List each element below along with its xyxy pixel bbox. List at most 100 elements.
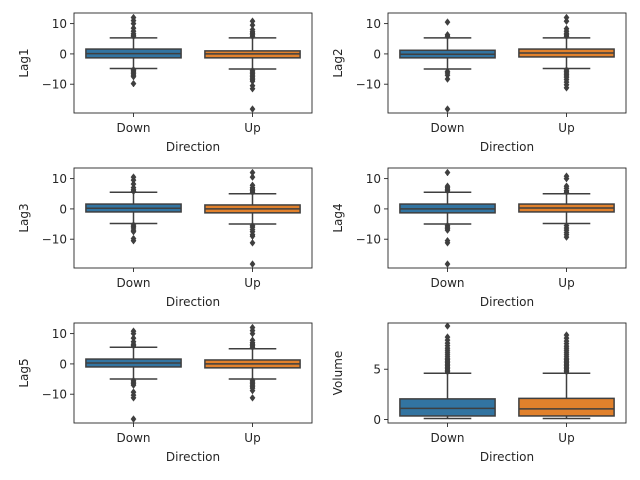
y-axis-label: Lag3 xyxy=(17,203,31,232)
outlier-point xyxy=(444,260,451,268)
y-tick-label: 10 xyxy=(366,17,381,31)
y-tick-label: 5 xyxy=(373,363,381,377)
outlier-point xyxy=(130,327,137,335)
outlier-point xyxy=(249,84,256,93)
box-group-up xyxy=(518,13,615,92)
outlier-point xyxy=(563,233,570,241)
x-tick-label: Down xyxy=(116,276,150,290)
subplot-lag4: −10 0 10 Down Up Direction Lag4 xyxy=(331,167,627,309)
y-tick-label: 0 xyxy=(59,47,67,61)
box-group-down xyxy=(399,18,496,113)
outlier-point xyxy=(249,323,256,332)
x-tick-label: Up xyxy=(558,276,574,290)
outlier-point xyxy=(249,21,256,29)
outlier-point xyxy=(444,182,451,190)
outlier-point xyxy=(130,236,137,245)
y-axis-label: Volume xyxy=(331,351,345,396)
y-axis-label: Lag1 xyxy=(17,48,31,77)
y-tick-label: 10 xyxy=(52,327,67,341)
x-tick-label: Down xyxy=(430,431,464,445)
outlier-point xyxy=(249,25,256,34)
y-tick-label: 10 xyxy=(52,172,67,186)
outlier-point xyxy=(249,386,256,395)
axes-frame xyxy=(73,322,313,424)
box-group-down xyxy=(399,322,496,420)
y-tick-label: 0 xyxy=(59,357,67,371)
axes-frame xyxy=(73,12,313,114)
box-group-up xyxy=(518,172,615,241)
outlier-point xyxy=(249,105,256,113)
outlier-point xyxy=(130,334,137,342)
outlier-point xyxy=(563,331,570,339)
outlier-point xyxy=(563,13,570,22)
y-tick-label: 0 xyxy=(373,47,381,61)
outlier-point xyxy=(130,180,137,188)
y-tick-label: −10 xyxy=(42,233,67,247)
box-group-up xyxy=(518,331,615,420)
box-up xyxy=(518,397,615,417)
x-axis-label: Direction xyxy=(480,295,534,309)
outlier-point xyxy=(563,24,570,33)
outlier-point xyxy=(249,239,256,247)
subplot-volume: 0 5 Down Up Direction Volume xyxy=(331,322,627,464)
outlier-point xyxy=(444,105,451,113)
outlier-point xyxy=(444,31,451,39)
box-group-down xyxy=(399,168,496,268)
x-tick-label: Down xyxy=(430,276,464,290)
outlier-point xyxy=(444,168,451,177)
outlier-point xyxy=(444,75,451,83)
outlier-point xyxy=(130,24,137,32)
x-tick-label: Down xyxy=(116,431,150,445)
axes-frame xyxy=(387,12,627,114)
x-axis-label: Direction xyxy=(166,140,220,154)
y-tick-label: 0 xyxy=(373,413,381,427)
outlier-point xyxy=(249,336,256,345)
outlier-point xyxy=(444,333,451,341)
outlier-point xyxy=(444,322,451,330)
y-tick-label: 0 xyxy=(373,202,381,216)
y-tick-label: 10 xyxy=(366,172,381,186)
outlier-point xyxy=(130,394,137,402)
y-tick-label: −10 xyxy=(356,233,381,247)
outlier-point xyxy=(249,260,256,268)
outlier-point xyxy=(563,182,570,190)
outlier-point xyxy=(444,226,451,234)
subplot-lag3: −10 0 10 Down Up Direction Lag3 xyxy=(17,167,313,309)
subplot-lag5: −10 0 10 Down Up Direction Lag5 xyxy=(17,322,313,464)
box-group-down xyxy=(85,327,182,423)
outlier-point xyxy=(130,79,137,88)
box-down xyxy=(399,398,496,417)
y-tick-label: −10 xyxy=(42,388,67,402)
subplot-lag1: −10 0 10 Down Up Direction Lag1 xyxy=(17,12,313,154)
outlier-point xyxy=(249,173,256,181)
x-tick-label: Up xyxy=(244,121,260,135)
y-tick-label: 10 xyxy=(52,17,67,31)
outlier-point xyxy=(249,394,256,402)
x-tick-label: Up xyxy=(558,121,574,135)
outlier-point xyxy=(249,17,256,25)
outlier-point xyxy=(249,168,256,177)
axes-frame xyxy=(73,167,313,269)
y-tick-label: −10 xyxy=(356,78,381,92)
x-tick-label: Up xyxy=(558,431,574,445)
x-tick-label: Down xyxy=(116,121,150,135)
x-axis-label: Direction xyxy=(166,450,220,464)
box-group-up xyxy=(204,17,301,113)
outlier-point xyxy=(563,172,570,180)
x-tick-label: Down xyxy=(430,121,464,135)
y-tick-label: 0 xyxy=(59,202,67,216)
outlier-point xyxy=(444,18,451,26)
outlier-point xyxy=(444,239,451,247)
subplot-lag2: −10 0 10 Down Up Direction Lag2 xyxy=(331,12,627,154)
outlier-point xyxy=(130,415,137,423)
outlier-point xyxy=(563,84,570,92)
y-axis-label: Lag2 xyxy=(331,48,345,77)
box-group-up xyxy=(204,168,301,268)
x-axis-label: Direction xyxy=(166,295,220,309)
y-axis-label: Lag5 xyxy=(17,358,31,387)
outlier-point xyxy=(130,13,137,22)
box-group-down xyxy=(85,13,182,88)
axes-frame xyxy=(387,322,627,424)
box-group-down xyxy=(85,173,182,245)
